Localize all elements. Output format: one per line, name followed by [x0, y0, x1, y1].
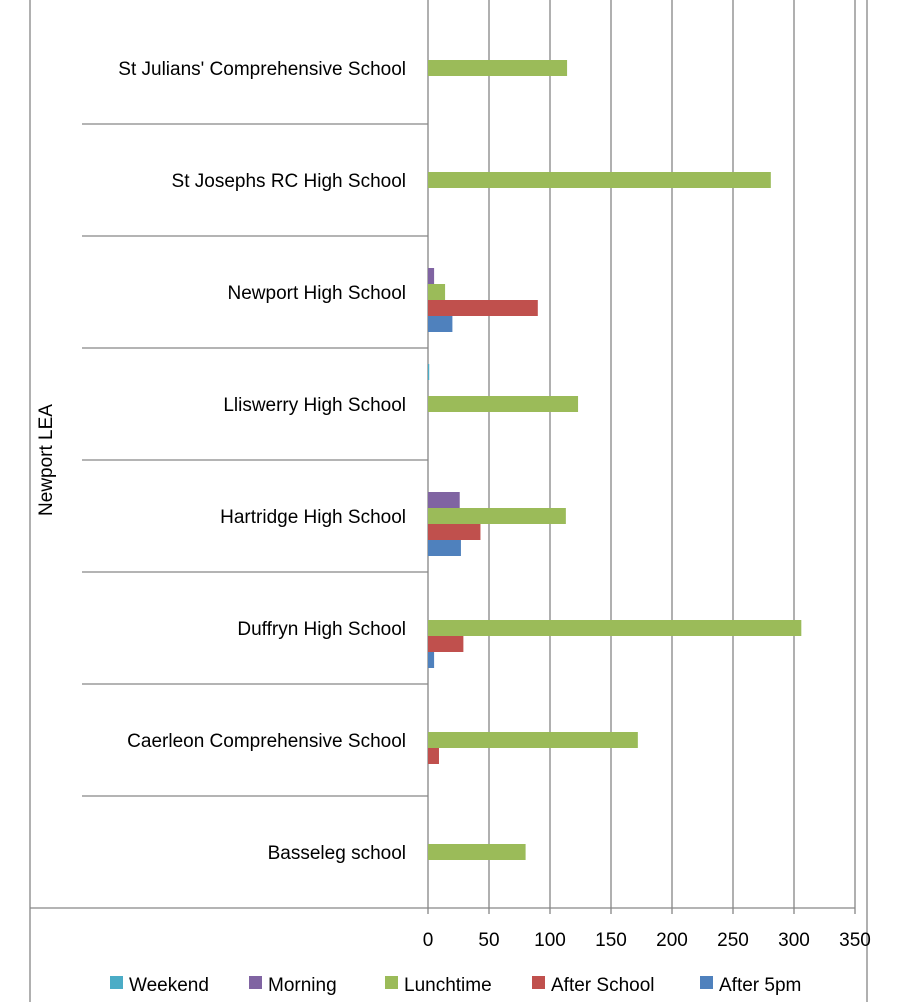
bar [428, 636, 464, 652]
category-label: Hartridge High School [220, 507, 406, 528]
bar [428, 732, 638, 748]
category-label: St Josephs RC High School [172, 171, 406, 192]
legend: Weekend Morning Lunchtime After School After… [110, 975, 801, 996]
bar [428, 508, 566, 524]
category-label: St Julians' Comprehensive School [118, 59, 406, 80]
legend-label: Morning [268, 975, 337, 996]
bar [428, 60, 568, 76]
category-label: Caerleon Comprehensive School [127, 731, 406, 752]
x-tick-label: 200 [656, 930, 688, 951]
x-tick-label: 0 [423, 930, 434, 951]
legend-swatch [249, 976, 262, 989]
legend-label: Lunchtime [404, 975, 492, 996]
bars [428, 60, 802, 860]
category-label: Newport High School [228, 283, 406, 304]
bar [428, 620, 802, 636]
bar [428, 284, 446, 300]
x-tick-label: 350 [839, 930, 871, 951]
bar [428, 844, 526, 860]
x-tick-labels: 0 50 100 150 200 250 300 350 [423, 930, 871, 951]
x-tick-label: 50 [478, 930, 499, 951]
axis-frame [29, 0, 868, 1002]
bar [428, 364, 430, 380]
category-label: Basseleg school [268, 843, 406, 864]
legend-label: Weekend [129, 975, 209, 996]
gridlines [427, 0, 856, 908]
group-label: Newport LEA [36, 404, 57, 516]
bar [428, 172, 771, 188]
bar [428, 492, 460, 508]
legend-swatch [532, 976, 545, 989]
legend-swatch [700, 976, 713, 989]
category-label: Duffryn High School [237, 619, 406, 640]
legend-swatch [110, 976, 123, 989]
bar [428, 524, 481, 540]
bar [428, 268, 435, 284]
x-tick-label: 250 [717, 930, 749, 951]
x-tick-label: 150 [595, 930, 627, 951]
legend-label: After School [551, 975, 655, 996]
bar [428, 300, 538, 316]
bar [428, 748, 439, 764]
legend-swatch [385, 976, 398, 989]
bar [428, 652, 435, 668]
bar [428, 316, 453, 332]
legend-label: After 5pm [719, 975, 801, 996]
x-tick-label: 300 [778, 930, 810, 951]
x-tick-label: 100 [534, 930, 566, 951]
category-labels: St Julians' Comprehensive School St Josep… [118, 59, 406, 864]
bar [428, 396, 579, 412]
category-label: Lliswerry High School [223, 395, 406, 416]
bar [428, 540, 461, 556]
